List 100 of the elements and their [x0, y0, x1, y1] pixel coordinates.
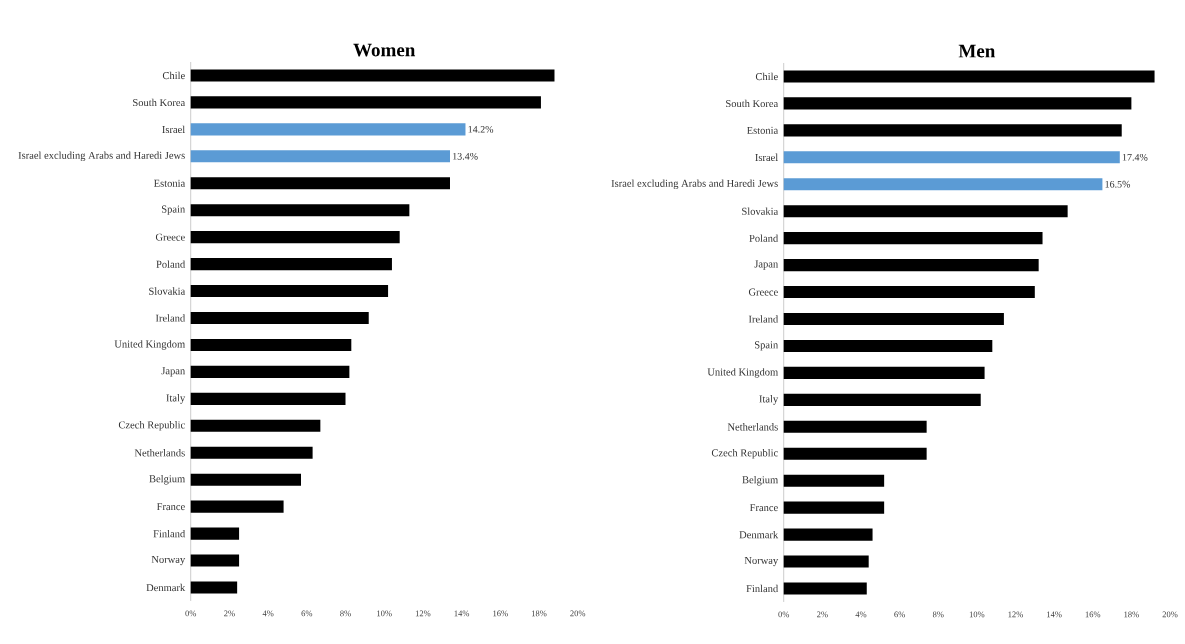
x-tick-label: 8% [340, 610, 351, 617]
y-tick-label: France [156, 503, 185, 511]
bar [783, 447, 927, 460]
y-tick-label: France [749, 504, 778, 512]
bar [190, 446, 313, 459]
bar [783, 178, 1103, 191]
bar [783, 259, 1039, 272]
bar [190, 284, 389, 298]
y-tick-label: Spain [754, 341, 779, 351]
y-tick-label: Belgium [149, 474, 186, 485]
bar [783, 501, 885, 514]
y-tick-label: Norway [744, 556, 779, 567]
y-tick-label: Greece [748, 288, 778, 296]
y-tick-label: Netherlands [134, 449, 185, 457]
y-tick-label: Italy [759, 395, 779, 405]
bar [783, 528, 873, 541]
y-tick-label: Denmark [739, 530, 779, 539]
data-label: 16.5% [1105, 180, 1131, 188]
bar [783, 366, 985, 379]
y-tick-label: United Kingdom [114, 340, 186, 350]
y-tick-label: Israel excluding Arabs and Haredi Jews [18, 151, 185, 162]
bar [190, 177, 450, 190]
x-tick-label: 2% [224, 610, 235, 617]
y-tick-label: Slovakia [149, 287, 186, 295]
x-tick-label: 12% [1008, 611, 1023, 618]
y-tick-label: Estonia [153, 179, 186, 187]
y-tick-label: Norway [151, 555, 186, 566]
bar [190, 123, 466, 136]
bar [783, 555, 869, 568]
y-tick-label: Chile [162, 71, 185, 80]
x-tick-label: 18% [1124, 611, 1139, 618]
data-label: 14.2% [468, 125, 494, 133]
bar [190, 231, 400, 244]
bar [190, 527, 240, 540]
bar [190, 365, 350, 378]
bar [783, 474, 885, 487]
y-tick-label: South Korea [726, 99, 779, 108]
y-tick-label: Spain [161, 205, 186, 215]
bar [783, 393, 981, 406]
y-tick-label: Japan [161, 367, 186, 377]
x-tick-label: 16% [493, 610, 508, 617]
bar [190, 69, 555, 82]
y-tick-label: Czech Republic [711, 449, 778, 459]
bar [783, 420, 927, 433]
x-tick-label: 4% [855, 611, 867, 618]
bar [783, 312, 1004, 326]
x-tick-label: 18% [531, 610, 547, 617]
bar [190, 392, 346, 405]
y-tick-label: Poland [156, 260, 186, 268]
x-tick-label: 6% [301, 610, 313, 617]
bar [190, 554, 240, 567]
bar [783, 232, 1043, 245]
bar [190, 419, 321, 432]
x-tick-label: 0% [778, 611, 790, 618]
y-tick-label: Slovakia [742, 207, 779, 215]
bar [190, 258, 392, 271]
bar [190, 581, 238, 594]
bar [190, 338, 352, 352]
x-tick-label: 20% [1162, 611, 1178, 618]
data-label: 13.4% [453, 152, 478, 160]
y-tick-label: Chile [755, 72, 778, 81]
y-tick-label: Italy [166, 394, 186, 404]
x-tick-label: 16% [1085, 611, 1101, 618]
x-tick-label: 20% [570, 610, 586, 617]
bar [783, 151, 1120, 164]
y-tick-label: Estonia [746, 126, 779, 134]
bar [190, 500, 284, 513]
bar [783, 70, 1155, 83]
x-tick-label: 4% [262, 610, 274, 617]
y-tick-label: Israel [755, 153, 778, 162]
y-tick-label: Denmark [146, 583, 186, 592]
bar [190, 96, 541, 109]
y-tick-label: Finland [746, 584, 779, 593]
y-tick-label: Belgium [742, 475, 779, 486]
x-tick-label: 0% [185, 610, 197, 617]
x-tick-label: 8% [932, 611, 944, 618]
x-tick-label: 6% [894, 611, 905, 618]
y-tick-label: Finland [153, 529, 186, 538]
y-tick-label: Greece [155, 233, 185, 241]
x-tick-label: 10% [969, 611, 985, 618]
y-tick-label: Ireland [155, 314, 186, 322]
x-tick-label: 10% [377, 610, 392, 617]
bar [190, 204, 410, 217]
bar [783, 339, 993, 353]
x-tick-label: 12% [415, 610, 431, 617]
y-tick-label: United Kingdom [707, 368, 779, 378]
chart-title: Men [958, 44, 996, 58]
y-tick-label: South Korea [133, 98, 186, 107]
bar [190, 311, 369, 325]
y-tick-label: Israel excluding Arabs and Haredi Jews [611, 179, 778, 190]
y-tick-label: Israel [162, 125, 185, 134]
bar [783, 285, 1035, 299]
data-label: 17.4% [1122, 153, 1148, 161]
bar [190, 150, 450, 163]
bar [190, 473, 301, 486]
y-tick-label: Japan [754, 260, 779, 270]
bar [783, 97, 1132, 110]
y-tick-label: Ireland [748, 315, 779, 323]
y-tick-label: Czech Republic [118, 421, 185, 431]
x-tick-label: 2% [817, 611, 828, 618]
